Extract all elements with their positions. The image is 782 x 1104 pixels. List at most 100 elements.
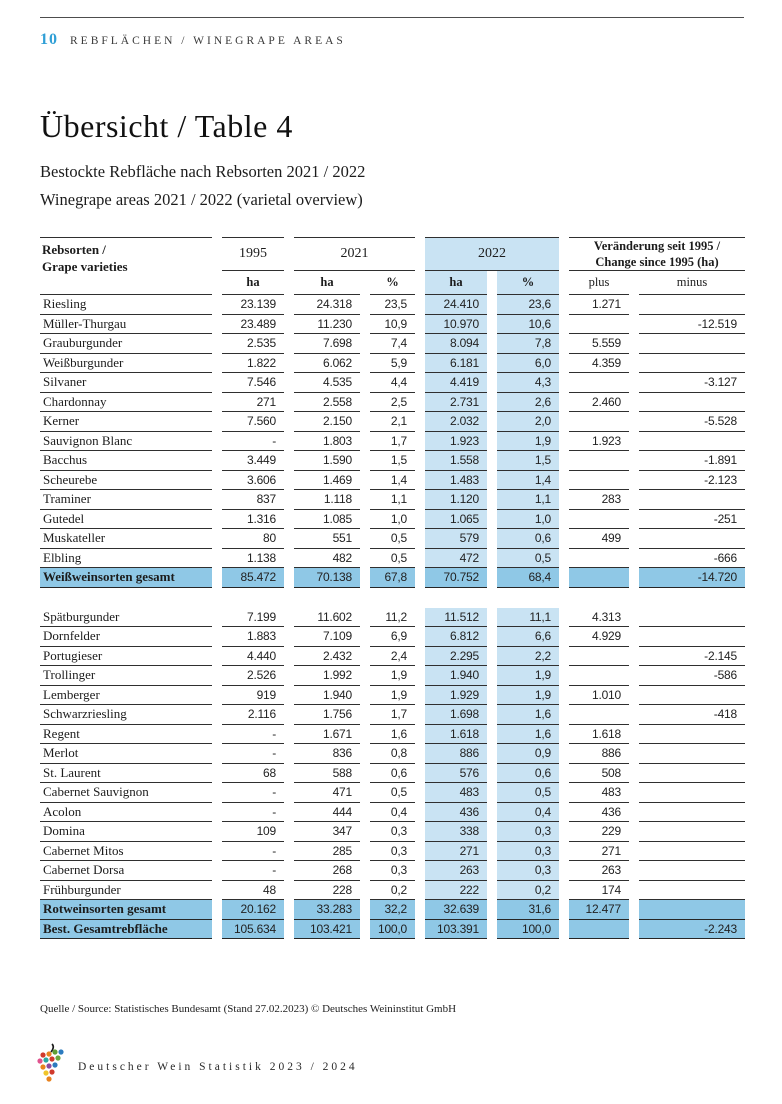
footer-edition-label: Deutscher Wein Statistik 2023 / 2024 — [78, 1061, 358, 1073]
value-cell: 2.116 — [222, 705, 284, 725]
value-cell: 23,5 — [370, 295, 415, 315]
total-row-label: Weißweinsorten gesamt — [40, 568, 212, 588]
value-cell: 0,9 — [497, 744, 559, 764]
section-gap — [40, 588, 745, 608]
value-cell: 2.460 — [569, 393, 629, 412]
value-cell: 85.472 — [222, 568, 284, 588]
variety-name: Acolon — [40, 803, 212, 822]
value-cell: -5.528 — [639, 412, 745, 432]
value-cell: 1.940 — [294, 686, 360, 705]
value-cell — [639, 686, 745, 705]
value-cell: 886 — [569, 744, 629, 764]
value-cell: 2.032 — [425, 412, 487, 432]
value-cell: 5.559 — [569, 334, 629, 354]
value-cell: 7,4 — [370, 334, 415, 354]
variety-name: Muskateller — [40, 529, 212, 549]
footer: Deutscher Wein Statistik 2023 / 2024 — [30, 1042, 358, 1098]
value-cell: 24.318 — [294, 295, 360, 315]
value-cell: 837 — [222, 490, 284, 510]
variety-name: Silvaner — [40, 373, 212, 393]
value-cell: 2,6 — [497, 392, 559, 412]
value-cell: 1.698 — [425, 705, 487, 725]
value-cell — [639, 354, 745, 373]
value-cell: 103.421 — [294, 919, 360, 939]
value-cell — [639, 608, 745, 627]
variety-name: Elbling — [40, 549, 212, 568]
value-cell: 271 — [425, 841, 487, 861]
value-cell: 4.929 — [569, 627, 629, 647]
value-cell — [569, 451, 629, 471]
value-cell: 2.558 — [294, 393, 360, 412]
value-cell: 1.010 — [569, 686, 629, 705]
value-cell: 8.094 — [425, 334, 487, 354]
value-cell: 4.419 — [425, 373, 487, 393]
column-header-varieties: Rebsorten / Grape varieties — [40, 237, 212, 295]
value-cell: 4.440 — [222, 647, 284, 666]
value-cell: 1,4 — [497, 470, 559, 490]
value-cell — [569, 510, 629, 529]
value-cell: 1,9 — [370, 686, 415, 705]
value-cell: 0,6 — [497, 763, 559, 783]
variety-name: Lemberger — [40, 686, 212, 705]
variety-name: Bacchus — [40, 451, 212, 471]
value-cell: 7.698 — [294, 334, 360, 354]
value-cell — [639, 334, 745, 354]
column-header-varieties-en: Grape varieties — [42, 258, 128, 274]
variety-name: Dornfelder — [40, 627, 212, 647]
value-cell: 1.469 — [294, 471, 360, 490]
value-cell: 11.602 — [294, 608, 360, 627]
value-cell — [639, 432, 745, 451]
value-cell: 32,2 — [370, 900, 415, 920]
value-cell: 105.634 — [222, 919, 284, 939]
value-cell — [639, 783, 745, 803]
value-cell: 7,8 — [497, 334, 559, 354]
value-cell: 0,3 — [370, 842, 415, 861]
variety-name: Spätburgunder — [40, 608, 212, 627]
subheader-2021-ha: ha — [294, 271, 360, 295]
variety-name: Portugieser — [40, 647, 212, 666]
value-cell: 109 — [222, 822, 284, 842]
page-title: Übersicht / Table 4 — [40, 108, 293, 144]
value-cell: -2.123 — [639, 471, 745, 490]
value-cell: 0,6 — [497, 529, 559, 549]
value-cell: 11,1 — [497, 607, 559, 627]
value-cell: 0,5 — [370, 783, 415, 803]
column-header-change: Veränderung seit 1995 / Change since 199… — [569, 237, 745, 271]
value-cell: 472 — [425, 548, 487, 568]
value-cell: 4.313 — [569, 608, 629, 627]
value-cell: 68,4 — [497, 568, 559, 588]
value-cell: 482 — [294, 549, 360, 568]
value-cell: 11,2 — [370, 608, 415, 627]
value-cell: 1,9 — [497, 431, 559, 451]
variety-name: Schwarzriesling — [40, 705, 212, 725]
column-header-2022: 2022 — [425, 237, 559, 271]
value-cell: 1.923 — [425, 431, 487, 451]
value-cell: 31,6 — [497, 900, 559, 920]
value-cell: 1.671 — [294, 725, 360, 744]
value-cell: 1.883 — [222, 627, 284, 647]
grape-logo-icon — [37, 1043, 64, 1082]
value-cell: 1,1 — [370, 490, 415, 510]
value-cell: 1,0 — [370, 510, 415, 529]
value-cell: 103.391 — [425, 919, 487, 939]
value-cell: 579 — [425, 529, 487, 549]
subtitle-english: Winegrape areas 2021 / 2022 (varietal ov… — [40, 190, 363, 209]
value-cell — [639, 295, 745, 315]
subtitle-german: Bestockte Rebfläche nach Rebsorten 2021 … — [40, 162, 366, 181]
value-cell — [639, 627, 745, 647]
value-cell: -586 — [639, 666, 745, 686]
value-cell: 1.558 — [425, 451, 487, 471]
value-cell: 4.359 — [569, 354, 629, 373]
value-cell: 229 — [569, 822, 629, 842]
value-cell: 80 — [222, 529, 284, 549]
value-cell: 6.812 — [425, 627, 487, 647]
value-cell: 0,3 — [370, 822, 415, 842]
value-cell — [639, 861, 745, 881]
value-cell: 283 — [569, 490, 629, 510]
value-cell — [639, 881, 745, 900]
value-cell: 1.118 — [294, 490, 360, 510]
value-cell: 886 — [425, 744, 487, 764]
value-cell — [639, 803, 745, 822]
value-cell: 2.526 — [222, 666, 284, 686]
